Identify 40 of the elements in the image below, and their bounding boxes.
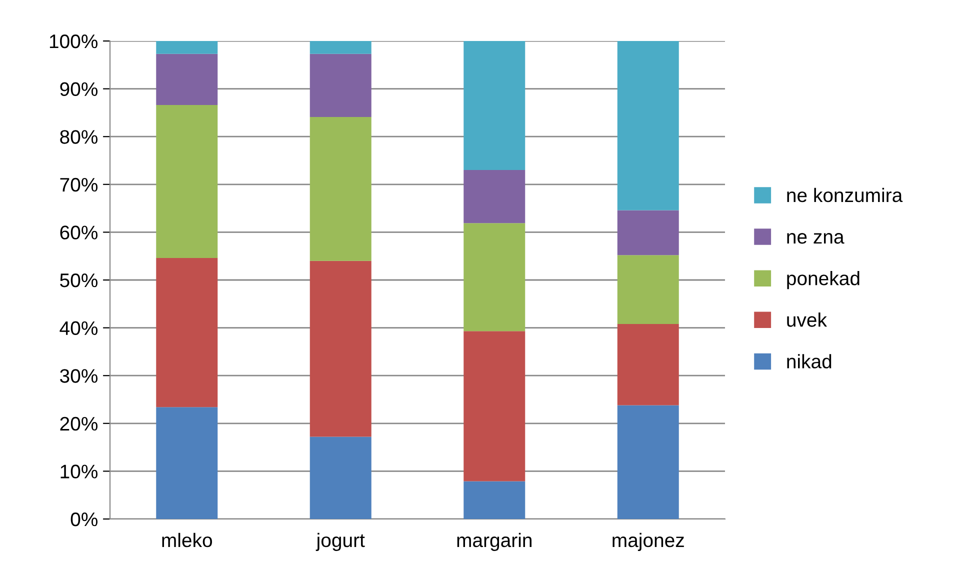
legend-label: ne zna bbox=[787, 233, 844, 244]
y-tick-label: 90% bbox=[60, 82, 98, 96]
y-tick-label: 40% bbox=[60, 321, 98, 336]
bar bbox=[464, 41, 526, 170]
bar bbox=[156, 407, 218, 519]
x-tick-label: mleko bbox=[162, 532, 212, 548]
bar bbox=[156, 54, 218, 106]
bar bbox=[156, 41, 218, 54]
y-tick-label: 30% bbox=[60, 369, 98, 383]
legend-label: uvek bbox=[787, 312, 828, 327]
bar bbox=[156, 105, 218, 258]
y-tick-label: 50% bbox=[60, 273, 98, 288]
bar bbox=[156, 258, 218, 408]
bar bbox=[464, 481, 526, 519]
bar bbox=[617, 210, 679, 256]
y-tick-label: 100% bbox=[50, 34, 98, 48]
y-tick-label: 10% bbox=[60, 464, 98, 478]
bar bbox=[617, 405, 679, 519]
bar bbox=[310, 54, 372, 117]
legend-label: ne konzumira bbox=[787, 188, 903, 202]
y-tick-label: 60% bbox=[60, 226, 98, 240]
bar bbox=[464, 170, 526, 224]
bar bbox=[617, 324, 679, 406]
x-tick-label: margarin bbox=[457, 532, 532, 552]
bar bbox=[464, 223, 526, 332]
x-tick-label: majonez bbox=[612, 532, 684, 552]
y-tick-label: 80% bbox=[60, 130, 98, 144]
bar bbox=[310, 41, 372, 54]
bar bbox=[310, 260, 372, 437]
bar bbox=[617, 255, 679, 324]
bar bbox=[310, 117, 372, 261]
x-tick-label: jogurt bbox=[316, 532, 365, 552]
bar bbox=[310, 436, 372, 519]
legend-label: nikad bbox=[787, 354, 832, 368]
y-tick-label: 0% bbox=[70, 512, 98, 526]
y-tick-label: 70% bbox=[60, 178, 98, 192]
bar bbox=[617, 41, 679, 210]
y-tick-label: 20% bbox=[60, 416, 98, 431]
legend-label: ponekad bbox=[787, 270, 860, 290]
bar bbox=[464, 331, 526, 482]
